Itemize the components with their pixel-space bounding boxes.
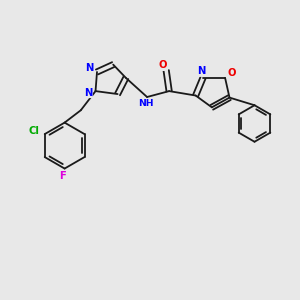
Text: F: F — [59, 171, 66, 181]
Text: O: O — [158, 61, 167, 70]
Text: NH: NH — [138, 99, 153, 108]
Text: O: O — [227, 68, 236, 78]
Text: N: N — [197, 66, 206, 76]
Text: Cl: Cl — [28, 126, 39, 136]
Text: N: N — [85, 63, 94, 74]
Text: N: N — [84, 88, 92, 98]
